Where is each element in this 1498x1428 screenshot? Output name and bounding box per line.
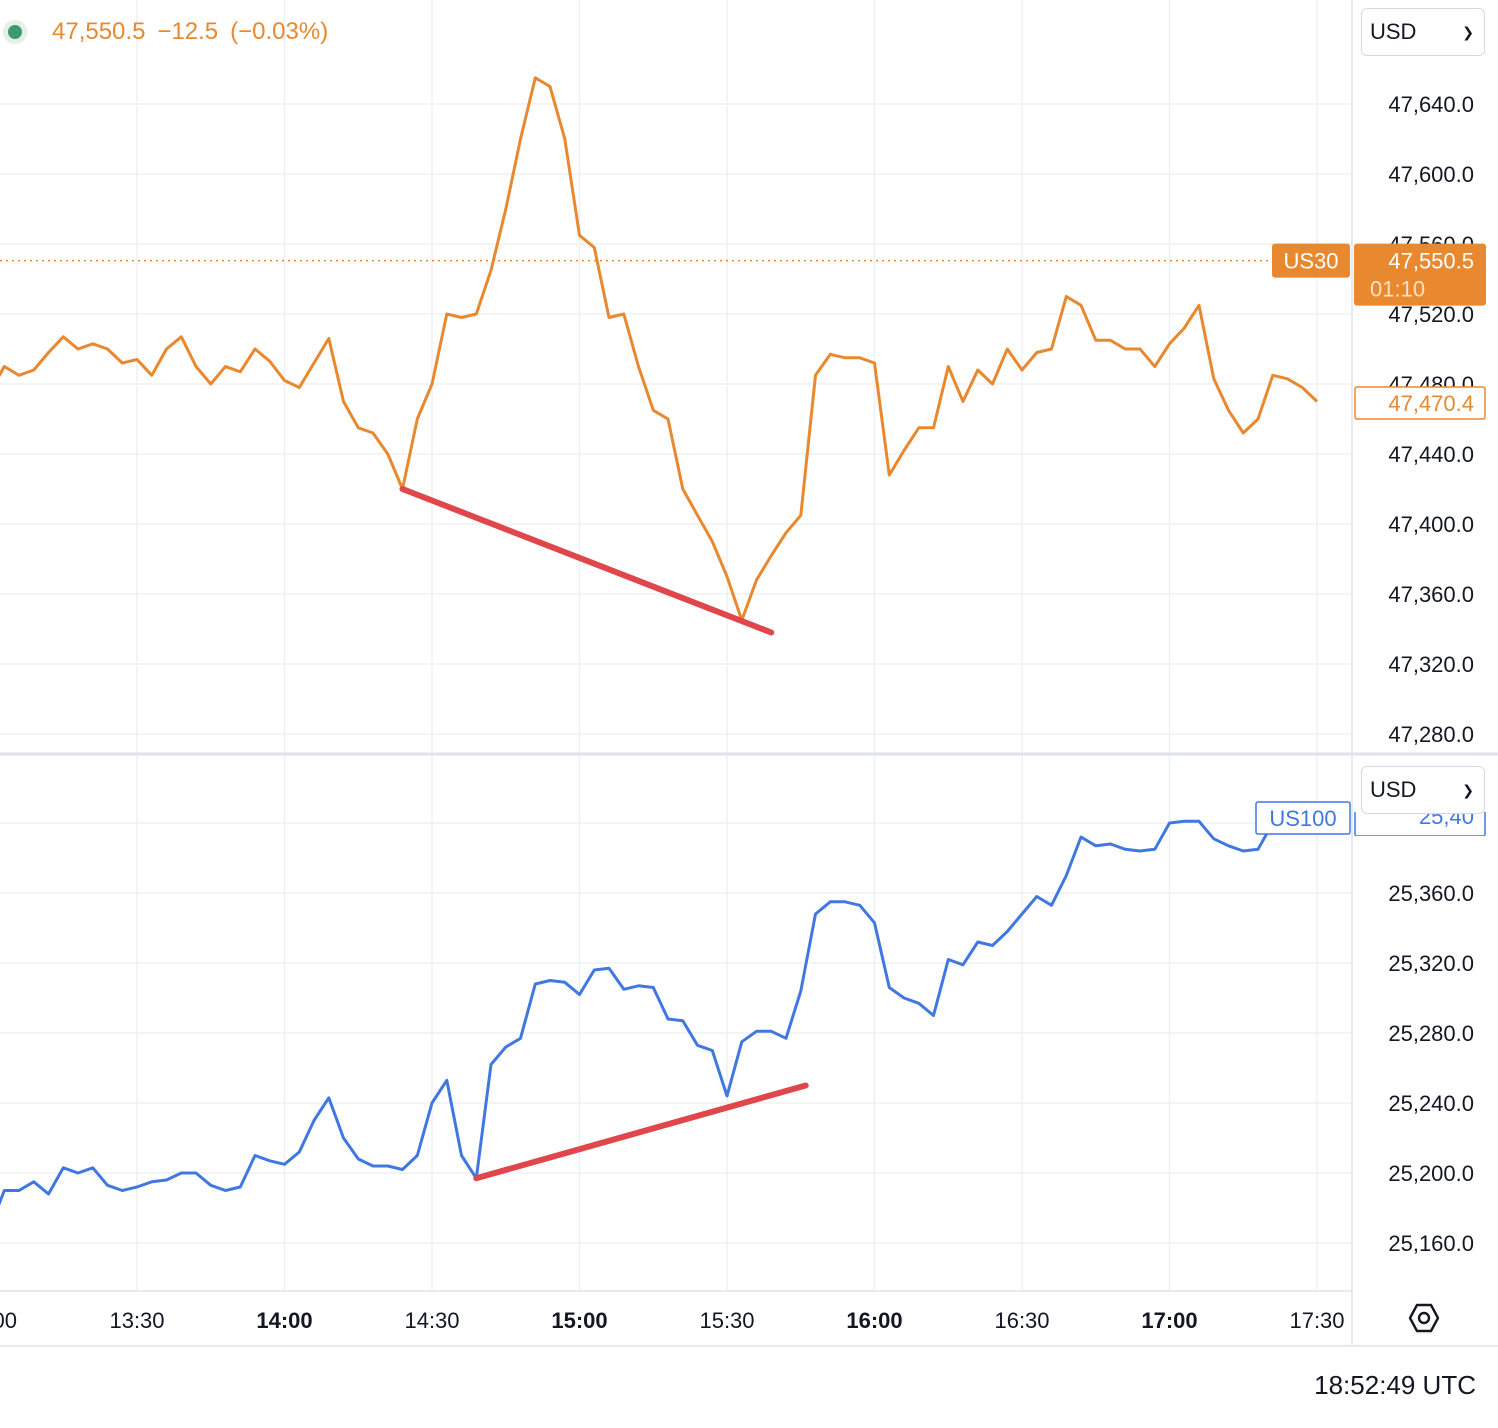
trendlines[interactable] xyxy=(399,486,809,1182)
price-tick-label: 47,280.0 xyxy=(1388,722,1474,747)
time-tick-label: 14:00 xyxy=(256,1308,312,1333)
legend-change: −12.5 xyxy=(157,18,219,45)
price-tick-label: 25,360.0 xyxy=(1388,881,1474,906)
price-tick-label: 47,400.0 xyxy=(1388,512,1474,537)
currency-select-top[interactable]: USD ❯ xyxy=(1361,8,1485,56)
currency-select-bottom[interactable]: USD ❯ xyxy=(1361,766,1485,814)
price-tick-label: 47,320.0 xyxy=(1388,652,1474,677)
price-tick-label: 47,640.0 xyxy=(1388,92,1474,117)
time-axis[interactable]: 13:00 13:30 14:00 14:30 15:00 15:30 16:00 16:30… xyxy=(0,1308,1345,1333)
secondary-price-label: 47,470.4 xyxy=(1388,391,1474,416)
price-tick-label: 25,280.0 xyxy=(1388,1021,1474,1046)
us30-line xyxy=(0,76,1319,622)
time-tick-label: 16:00 xyxy=(846,1308,902,1333)
symbol-badge-us30 xyxy=(1272,243,1350,278)
trendline xyxy=(473,1082,809,1182)
clock-utc[interactable]: 18:52:49 UTC xyxy=(1314,1370,1476,1400)
series-legend: 47,550.5 −12.5 (−0.03%) xyxy=(0,12,340,52)
trendline xyxy=(399,486,775,636)
symbol-label-us100: US100 xyxy=(1269,806,1336,831)
last-price-badge xyxy=(1354,243,1486,306)
price-tick-label: 47,440.0 xyxy=(1388,442,1474,467)
us100-price-label: 25,40 xyxy=(1419,804,1474,829)
time-tick-label: 13:00 xyxy=(0,1308,17,1333)
time-tick-label: 17:30 xyxy=(1289,1308,1344,1333)
us100-line xyxy=(0,819,1317,1206)
price-tick-label: 47,600.0 xyxy=(1388,162,1474,187)
price-tick-label: 47,360.0 xyxy=(1388,582,1474,607)
bar-countdown-label: 01:10 xyxy=(1370,277,1425,302)
time-tick-label: 13:30 xyxy=(109,1308,164,1333)
symbol-label-us30: US30 xyxy=(1283,249,1338,274)
price-badges: US30 47,550.5 01:10 47,470.4 US100 25,40 xyxy=(0,243,1486,836)
chevron-down-icon: ❯ xyxy=(1462,781,1474,798)
legend-price: 47,550.5 xyxy=(52,18,146,45)
price-tick-label: 25,200.0 xyxy=(1388,1161,1474,1186)
last-price-label: 47,550.5 xyxy=(1388,249,1474,274)
currency-label: USD xyxy=(1370,777,1417,802)
secondary-price-badge xyxy=(1354,386,1486,420)
time-tick-label: 16:30 xyxy=(994,1308,1049,1333)
currency-label: USD xyxy=(1370,19,1417,44)
status-dot-icon xyxy=(8,25,22,39)
us100-price-badge xyxy=(1354,812,1486,836)
chevron-down-icon: ❯ xyxy=(1462,23,1474,40)
legend-change-pct: (−0.03%) xyxy=(230,18,329,45)
time-tick-label: 15:30 xyxy=(699,1308,754,1333)
price-tick-label: 25,320.0 xyxy=(1388,951,1474,976)
symbol-badge-us100 xyxy=(1255,801,1351,835)
price-tick-label: 25,160.0 xyxy=(1388,1231,1474,1256)
price-tick-label: 25,240.0 xyxy=(1388,1091,1474,1116)
time-tick-label: 14:30 xyxy=(404,1308,459,1333)
grid xyxy=(0,0,1352,1290)
price-tick-label: 47,520.0 xyxy=(1388,302,1474,327)
time-tick-label: 15:00 xyxy=(551,1308,607,1333)
series xyxy=(0,76,1319,1206)
time-tick-label: 17:00 xyxy=(1141,1308,1197,1333)
settings-icon[interactable] xyxy=(1406,1300,1442,1336)
